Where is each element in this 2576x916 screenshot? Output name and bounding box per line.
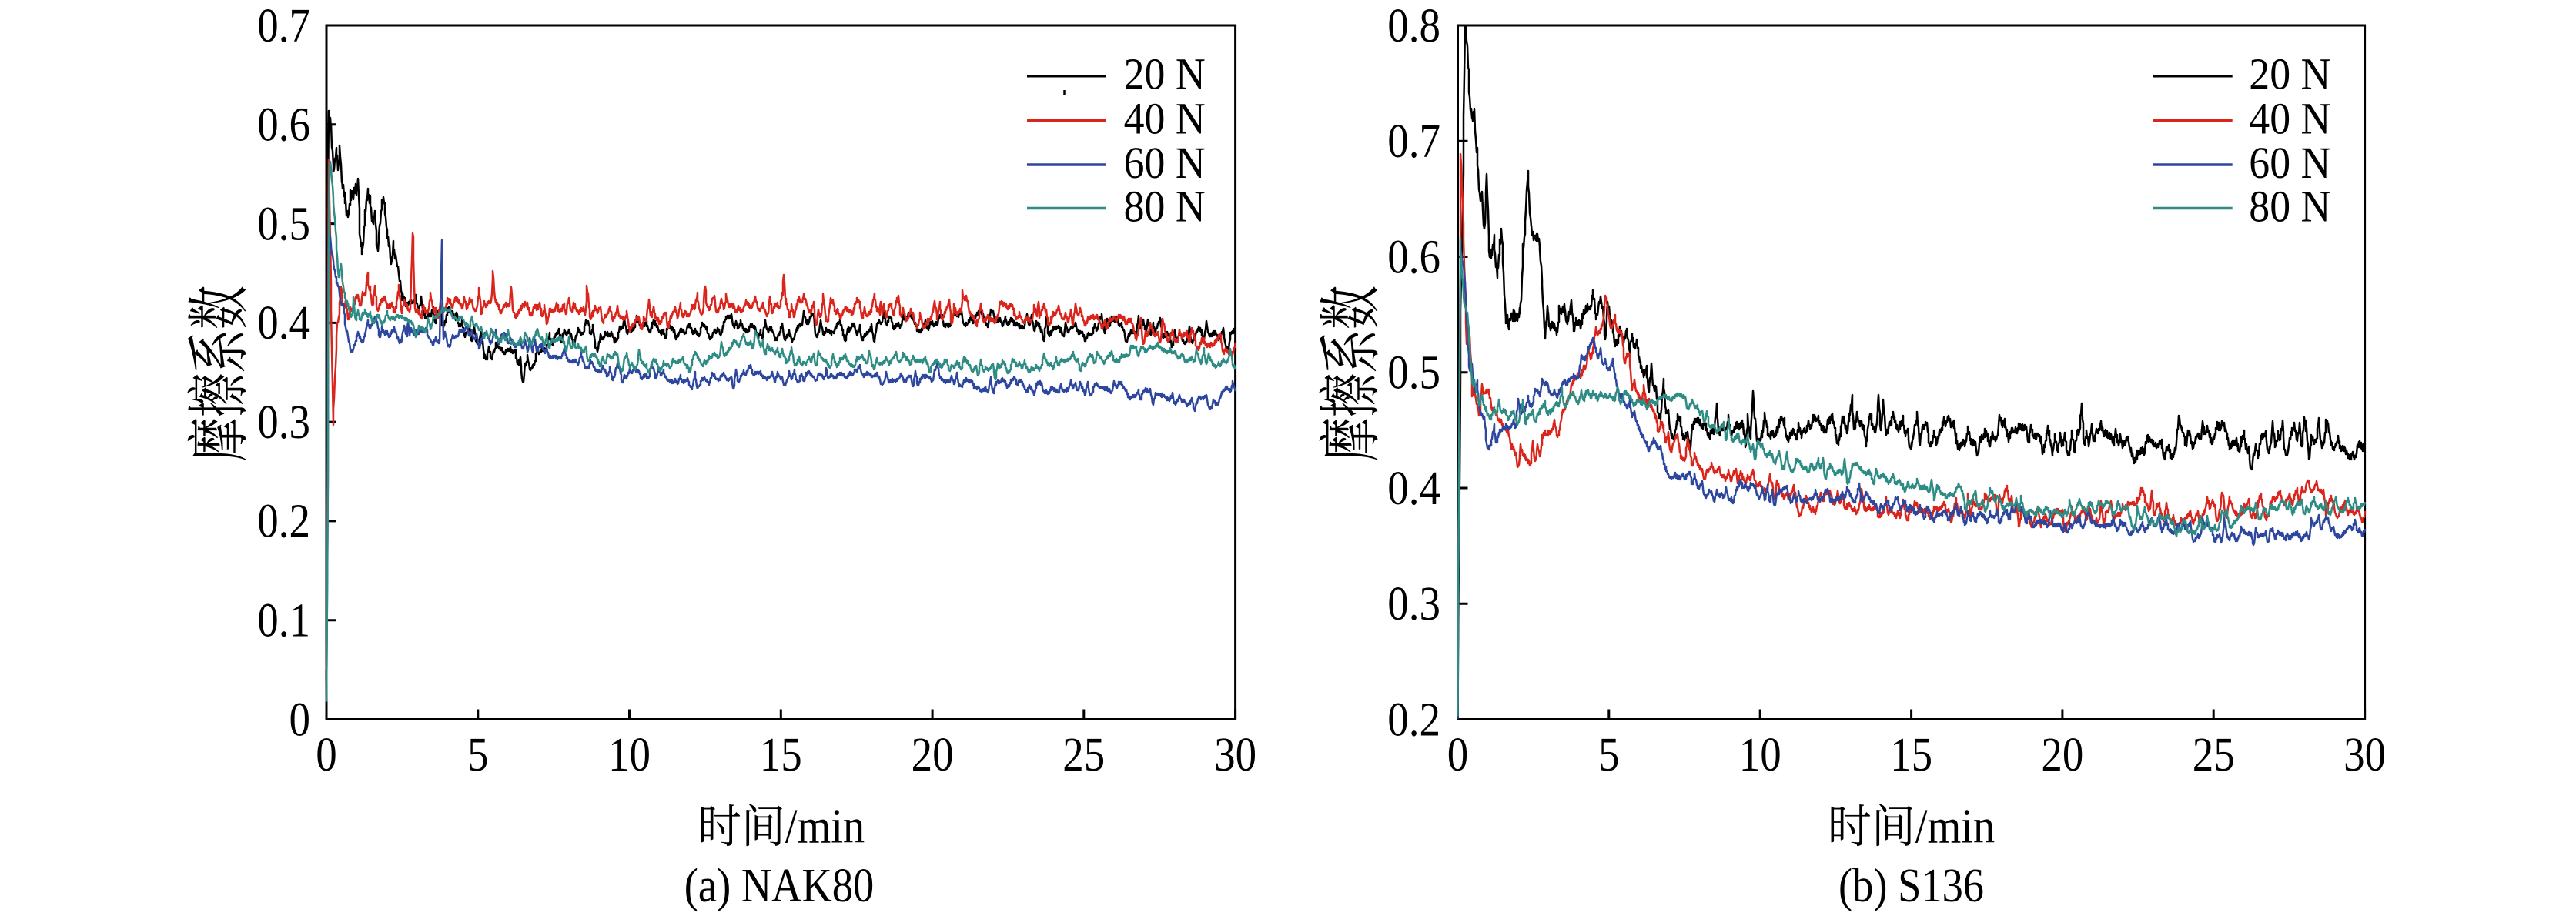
svg-text:0.3: 0.3 [1387, 577, 1440, 630]
svg-text:0: 0 [1447, 728, 1469, 781]
svg-text:0.1: 0.1 [257, 593, 310, 647]
svg-text:20: 20 [2041, 728, 2083, 781]
svg-text:/min: /min [785, 799, 865, 854]
svg-text:15: 15 [1890, 728, 1932, 781]
svg-text:0.4: 0.4 [257, 296, 310, 349]
svg-text:0.3: 0.3 [257, 396, 310, 449]
svg-text:60 N: 60 N [2249, 139, 2330, 189]
svg-text:15: 15 [760, 728, 802, 781]
svg-text:0.8: 0.8 [1387, 0, 1440, 52]
svg-text:(b) S136: (b) S136 [1838, 859, 1984, 912]
svg-text:30: 30 [1214, 728, 1256, 781]
svg-text:25: 25 [1062, 728, 1105, 781]
svg-text:20 N: 20 N [2249, 50, 2330, 100]
svg-text:20 N: 20 N [1124, 50, 1206, 100]
svg-text:0.2: 0.2 [257, 494, 310, 547]
svg-text:/min: /min [1915, 799, 1995, 854]
svg-text:0: 0 [316, 728, 337, 781]
svg-text:0.5: 0.5 [1387, 346, 1440, 399]
svg-text:80 N: 80 N [2249, 182, 2330, 232]
svg-text:0: 0 [289, 693, 310, 746]
svg-text:60 N: 60 N [1124, 139, 1206, 189]
svg-text:30: 30 [2343, 728, 2386, 781]
svg-text:0.7: 0.7 [1387, 115, 1440, 168]
svg-text:10: 10 [1739, 728, 1781, 781]
svg-text:5: 5 [467, 728, 489, 781]
svg-text:10: 10 [608, 728, 651, 781]
svg-text:0.5: 0.5 [257, 197, 310, 250]
svg-text:0.2: 0.2 [1387, 693, 1440, 746]
svg-text:0.6: 0.6 [1387, 230, 1440, 283]
svg-text:40 N: 40 N [2249, 95, 2330, 145]
svg-text:80 N: 80 N [1124, 182, 1206, 232]
svg-text:(a) NAK80: (a) NAK80 [684, 859, 874, 912]
svg-text:25: 25 [2193, 728, 2235, 781]
svg-text:0.7: 0.7 [257, 0, 310, 52]
svg-text:5: 5 [1598, 728, 1620, 781]
svg-text:20: 20 [912, 728, 954, 781]
svg-text:0.6: 0.6 [257, 98, 310, 151]
svg-text:0.4: 0.4 [1387, 462, 1440, 515]
svg-text:40 N: 40 N [1124, 95, 1206, 145]
